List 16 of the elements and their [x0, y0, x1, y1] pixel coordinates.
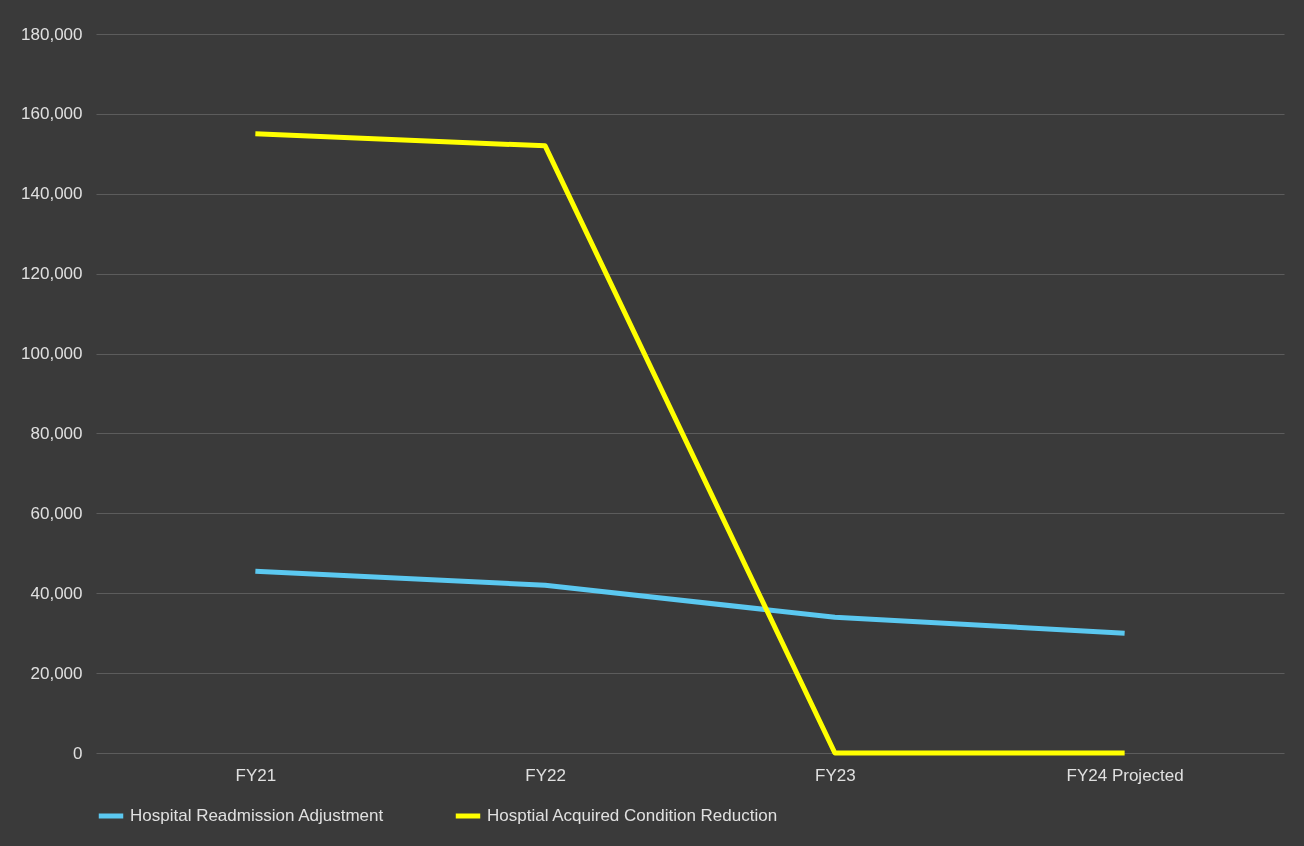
y-tick-label: 0 [73, 743, 83, 763]
legend-label: Hospital Readmission Adjustment [130, 806, 384, 825]
x-tick-label: FY23 [815, 765, 856, 785]
y-tick-label: 160,000 [21, 104, 83, 124]
y-tick-label: 20,000 [30, 663, 83, 683]
y-tick-label: 40,000 [30, 583, 83, 603]
x-tick-label: FY21 [235, 765, 277, 785]
x-tick-label: FY22 [525, 765, 566, 785]
y-tick-label: 180,000 [21, 24, 83, 44]
y-tick-label: 100,000 [21, 344, 83, 364]
legend-label: Hosptial Acquired Condition Reduction [487, 806, 778, 825]
y-tick-label: 60,000 [30, 503, 83, 523]
y-tick-label: 140,000 [21, 184, 83, 204]
y-tick-label: 120,000 [21, 264, 83, 284]
y-tick-label: 80,000 [30, 423, 83, 443]
x-tick-label: FY24 Projected [1066, 765, 1184, 785]
